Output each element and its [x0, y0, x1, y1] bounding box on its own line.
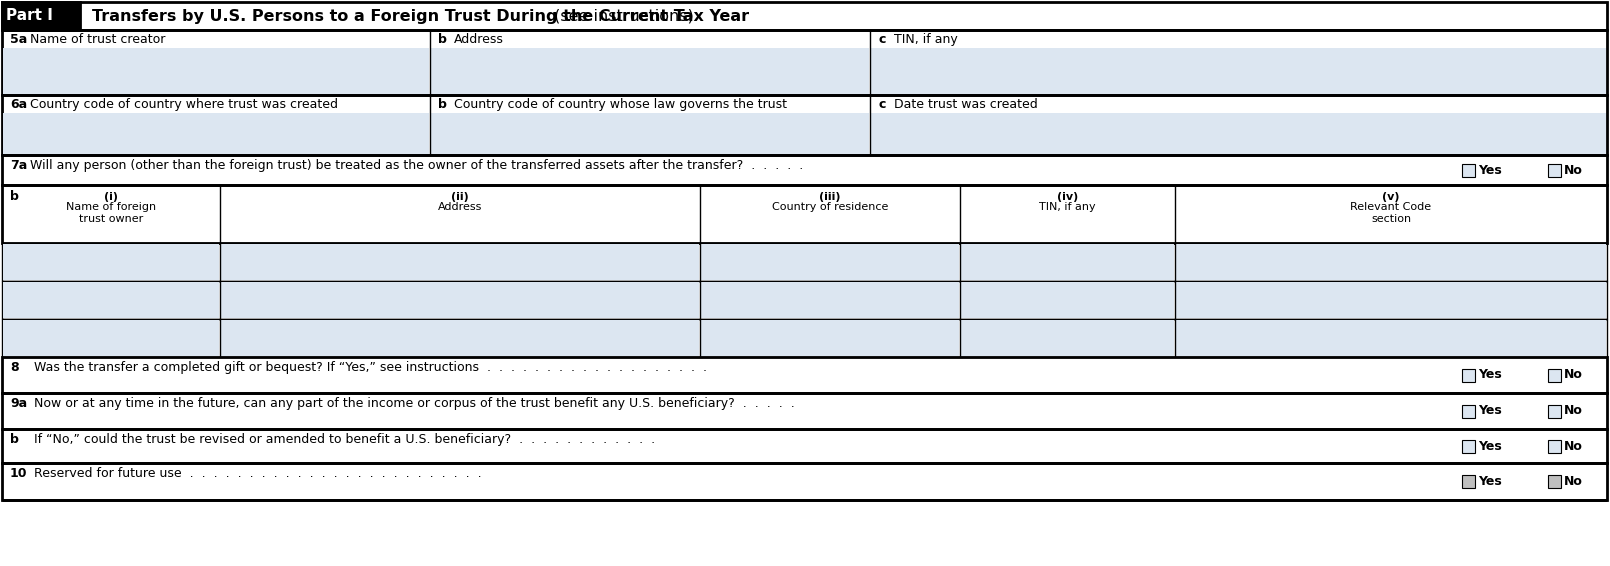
Bar	[1462, 440, 1475, 452]
Text: Name of trust creator: Name of trust creator	[31, 33, 166, 46]
Bar	[1547, 475, 1562, 488]
Text: (ii): (ii)	[451, 192, 469, 202]
Bar	[2, 463, 1607, 500]
Bar	[3, 48, 428, 94]
Text: Country code of country where trust was created: Country code of country where trust was …	[31, 98, 338, 111]
Bar	[1547, 440, 1562, 452]
Bar	[961, 320, 1174, 356]
Text: 6a: 6a	[10, 98, 27, 111]
Text: 7a: 7a	[10, 159, 27, 172]
Bar	[700, 244, 960, 280]
Bar	[700, 320, 960, 356]
Text: b: b	[10, 190, 19, 203]
Bar	[961, 244, 1174, 280]
Bar	[3, 244, 219, 280]
Bar	[1175, 282, 1607, 318]
Text: Date trust was created: Date trust was created	[894, 98, 1038, 111]
Text: (iv): (iv)	[1056, 192, 1079, 202]
Text: Reserved for future use  .  .  .  .  .  .  .  .  .  .  .  .  .  .  .  .  .  .  .: Reserved for future use . . . . . . . . …	[34, 467, 481, 480]
Bar	[431, 48, 869, 94]
Bar	[1462, 164, 1475, 177]
Bar	[1175, 244, 1607, 280]
Bar	[2, 281, 1607, 319]
Bar	[2, 357, 1607, 393]
Bar	[1175, 320, 1607, 356]
Text: Transfers by U.S. Persons to a Foreign Trust During the Current Tax Year: Transfers by U.S. Persons to a Foreign T…	[92, 8, 749, 24]
Bar	[2, 319, 1607, 357]
Bar	[3, 320, 219, 356]
Text: c: c	[877, 33, 886, 46]
Text: Will any person (other than the foreign trust) be treated as the owner of the tr: Will any person (other than the foreign …	[31, 159, 803, 172]
Text: No: No	[1563, 368, 1583, 381]
Text: No: No	[1563, 164, 1583, 177]
Text: Yes: Yes	[1478, 440, 1502, 452]
Text: Country of residence: Country of residence	[771, 202, 889, 212]
Bar	[1462, 475, 1475, 488]
Bar	[1462, 405, 1475, 418]
Bar	[1547, 368, 1562, 381]
Text: Yes: Yes	[1478, 405, 1502, 418]
Text: (i): (i)	[105, 192, 118, 202]
Bar	[1462, 368, 1475, 381]
Bar	[1547, 164, 1562, 177]
Bar	[700, 282, 960, 318]
Text: No: No	[1563, 440, 1583, 452]
Text: Address: Address	[438, 202, 481, 212]
Text: 8: 8	[10, 361, 19, 374]
Text: Yes: Yes	[1478, 368, 1502, 381]
Text: Yes: Yes	[1478, 164, 1502, 177]
Text: No: No	[1563, 475, 1583, 488]
Text: (v): (v)	[1383, 192, 1399, 202]
Bar	[431, 113, 869, 154]
Text: 5a: 5a	[10, 33, 27, 46]
Bar	[2, 2, 1607, 30]
Bar	[2, 393, 1607, 429]
Text: No: No	[1563, 405, 1583, 418]
Text: TIN, if any: TIN, if any	[1038, 202, 1096, 212]
Text: Relevant Code
section: Relevant Code section	[1351, 202, 1431, 224]
Bar	[3, 282, 219, 318]
Text: b: b	[438, 98, 448, 111]
Bar	[871, 48, 1607, 94]
Text: 10: 10	[10, 467, 27, 480]
Text: Address: Address	[454, 33, 504, 46]
Bar	[3, 113, 428, 154]
Text: Country code of country whose law governs the trust: Country code of country whose law govern…	[454, 98, 787, 111]
Bar	[221, 282, 699, 318]
Text: Now or at any time in the future, can any part of the income or corpus of the tr: Now or at any time in the future, can an…	[34, 397, 795, 410]
Text: Yes: Yes	[1478, 475, 1502, 488]
Text: b: b	[438, 33, 448, 46]
Bar	[221, 320, 699, 356]
Bar	[2, 243, 1607, 281]
Text: Was the transfer a completed gift or bequest? If “Yes,” see instructions  .  .  : Was the transfer a completed gift or beq…	[34, 361, 707, 374]
Bar	[2, 429, 1607, 463]
Text: If “No,” could the trust be revised or amended to benefit a U.S. beneficiary?  .: If “No,” could the trust be revised or a…	[34, 433, 655, 446]
Text: (see instructions): (see instructions)	[549, 8, 694, 24]
Text: Name of foreign
trust owner: Name of foreign trust owner	[66, 202, 156, 224]
Bar	[2, 155, 1607, 185]
Bar	[221, 244, 699, 280]
Text: 9a: 9a	[10, 397, 27, 410]
Text: TIN, if any: TIN, if any	[894, 33, 958, 46]
Text: b: b	[10, 433, 19, 446]
Bar	[2, 2, 80, 30]
Text: c: c	[877, 98, 886, 111]
Bar	[2, 185, 1607, 243]
Bar	[1547, 405, 1562, 418]
Text: Part I: Part I	[6, 8, 53, 24]
Bar	[2, 30, 1607, 95]
Bar	[871, 113, 1607, 154]
Bar	[961, 282, 1174, 318]
Bar	[2, 95, 1607, 155]
Text: (iii): (iii)	[819, 192, 840, 202]
